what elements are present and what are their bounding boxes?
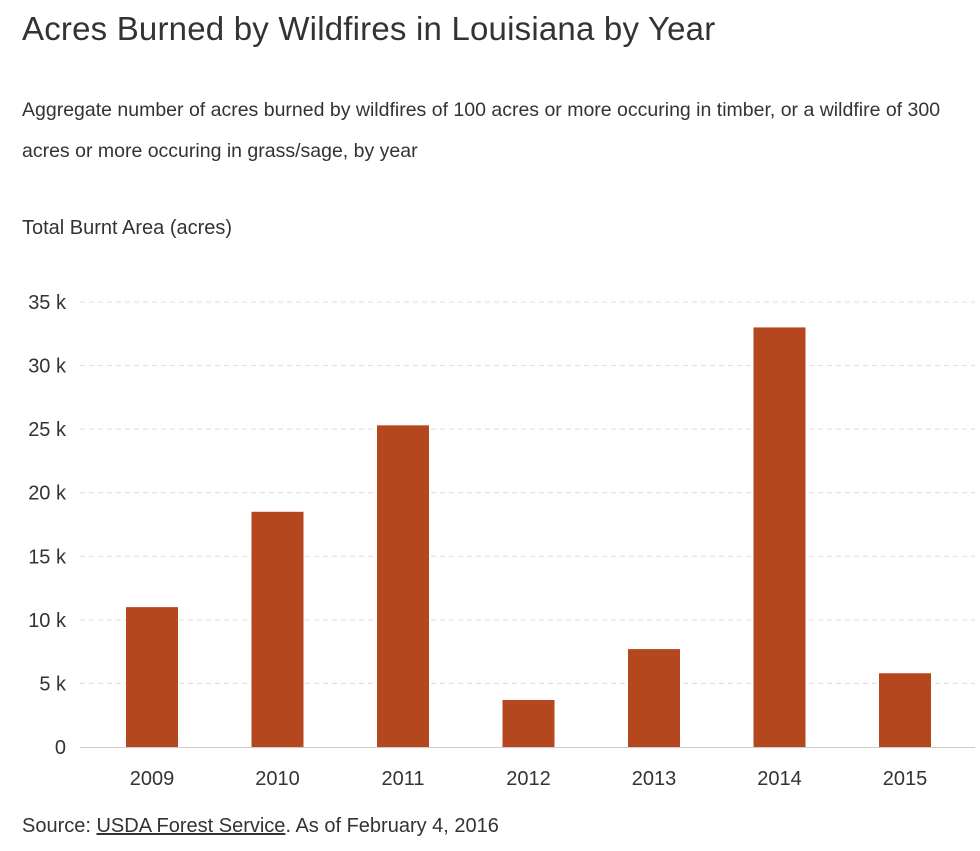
- bar-2013: [628, 649, 680, 747]
- y-tick-label: 10 k: [28, 610, 67, 632]
- bar-2012: [502, 699, 555, 747]
- y-tick-label: 35 k: [28, 292, 67, 314]
- source-note: Source: USDA Forest Service. As of Febru…: [22, 815, 499, 838]
- y-tick-label: 0: [55, 737, 66, 759]
- source-suffix: . As of February 4, 2016: [285, 815, 499, 837]
- bar-2010: [251, 511, 304, 747]
- bar-2009: [126, 607, 178, 747]
- x-tick-label: 2014: [757, 768, 802, 790]
- y-tick-label: 15 k: [28, 546, 67, 568]
- y-axis-label: Total Burnt Area (acres): [22, 217, 233, 239]
- chart-subtitle: Aggregate number of acres burned by wild…: [22, 99, 941, 162]
- y-tick-label: 30 k: [28, 356, 67, 378]
- x-tick-label: 2010: [255, 768, 300, 790]
- source-prefix: Source:: [22, 815, 97, 837]
- bar-2015: [879, 673, 931, 747]
- x-tick-label: 2012: [506, 768, 551, 790]
- y-tick-label: 20 k: [28, 483, 67, 505]
- bar-2014: [753, 327, 806, 747]
- source-link[interactable]: USDA Forest Service: [96, 815, 286, 837]
- x-tick-label: 2011: [381, 768, 424, 790]
- y-tick-label: 25 k: [28, 419, 67, 441]
- bar-2011: [377, 425, 429, 747]
- y-tick-label: 5 k: [39, 673, 67, 695]
- x-tick-label: 2013: [632, 768, 677, 790]
- chart-title: Acres Burned by Wildfires in Louisiana b…: [22, 10, 716, 47]
- x-tick-label: 2015: [883, 768, 928, 790]
- x-tick-label: 2009: [130, 768, 175, 790]
